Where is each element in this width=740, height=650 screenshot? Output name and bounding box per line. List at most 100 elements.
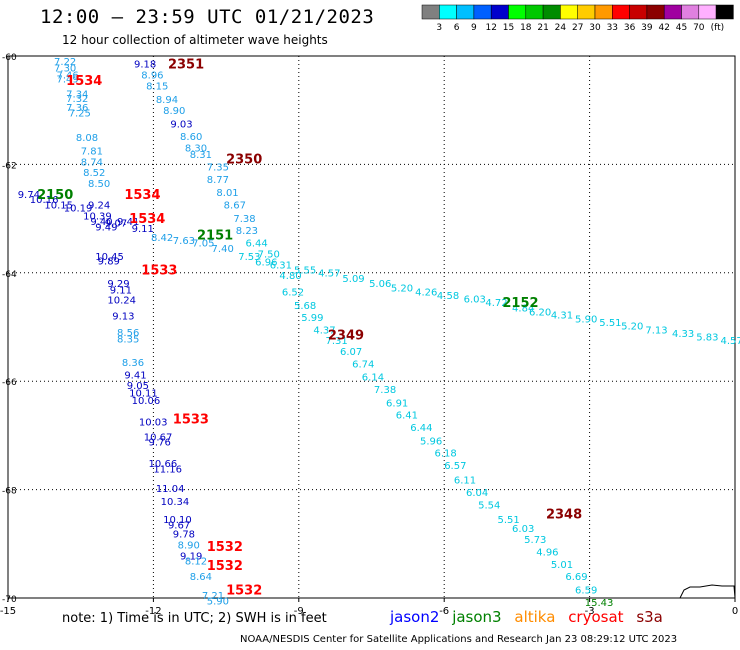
page-title: 12:00 — 23:59 UTC 01/21/2023 (40, 6, 375, 28)
legend-bin-label: 30 (589, 23, 601, 33)
legend-color-bin (439, 4, 457, 20)
legend-bin-label: 70 (693, 23, 705, 33)
wave-height-value: 10.06 (132, 396, 161, 407)
wave-height-value: 5.90 (575, 314, 597, 325)
wave-height-value: 5.20 (621, 321, 643, 332)
legend-bin-label: 9 (471, 23, 477, 33)
wave-height-value: 5.73 (524, 535, 546, 546)
wave-height-value: 9.29 (107, 279, 129, 290)
lon-tick-label: -15 (0, 606, 16, 617)
legend-bin-label: 33 (607, 23, 618, 33)
wave-height-value: 7.30 (54, 64, 76, 75)
wave-height-value: 8.42 (151, 233, 173, 244)
wave-height-value: 8.31 (190, 150, 212, 161)
legend-color-bin (663, 4, 682, 20)
wave-height-value: 5.68 (294, 301, 316, 312)
wave-height-value: 8.67 (224, 201, 246, 212)
wave-height-value: 5.96 (420, 436, 442, 447)
wave-height-value: 6.20 (529, 307, 551, 318)
legend-color-bin (421, 4, 440, 20)
legend-altika: altika (514, 608, 556, 626)
legend-color-bin (542, 4, 561, 20)
wave-height-value: 6.18 (435, 448, 457, 459)
wave-height-value: 9.11 (132, 224, 154, 235)
wave-height-value: 4.80 (279, 271, 301, 282)
wave-height-value: 8.52 (83, 168, 105, 179)
wave-height-value: 5.99 (301, 313, 323, 324)
legend-jason3: jason3 (452, 608, 502, 626)
legend-color-bin (681, 4, 700, 20)
pass-time-label: 2350 (226, 153, 262, 168)
wave-height-value: 10.34 (161, 497, 190, 508)
pass-time-label: 1533 (173, 413, 209, 428)
wave-height-value: 7.34 (66, 90, 88, 101)
legend-bin-label: 18 (520, 23, 532, 33)
wave-height-value: 7.40 (212, 244, 234, 255)
wave-height-value: 7.31 (325, 336, 347, 347)
wave-height-value: 7.35 (207, 163, 229, 174)
wave-height-value: 6.96 (255, 258, 277, 269)
wave-height-value: 7.25 (69, 108, 91, 119)
legend-color-bin (577, 4, 596, 20)
lat-tick-label: -64 (2, 270, 17, 280)
wave-height-value: 9.67 (168, 520, 190, 531)
wave-height-value: 4.26 (415, 287, 437, 298)
wave-height-value: 10.67 (144, 433, 173, 444)
wave-height-value: 5.20 (391, 284, 413, 295)
legend-color-bin (490, 4, 509, 20)
pass-time-label: 2348 (546, 508, 582, 523)
wave-height-value: 8.01 (216, 188, 238, 199)
wave-height-value: 10.24 (107, 295, 136, 306)
wave-height-value: 5.51 (498, 515, 520, 526)
lon-tick-label: 0 (732, 606, 738, 617)
map-axes: -15 -12 -9 -6 -3 0 -60 -62 -64 -66 -68 -70 (0, 53, 738, 617)
wave-height-value: 7.21 (202, 591, 224, 602)
wave-height-value: 6.14 (362, 372, 384, 383)
legend-color-bin (612, 4, 630, 20)
legend-cryosat: cryosat (568, 608, 624, 626)
wave-height-value: 6.57 (444, 461, 466, 472)
wave-height-value: 6.41 (396, 410, 418, 421)
wave-height-value: 10.15 (44, 201, 73, 212)
legend-bin-label: 36 (624, 23, 636, 33)
wave-height-value: 9.13 (112, 312, 134, 323)
lat-tick-label: -66 (2, 378, 17, 388)
wave-height-value: 4.58 (437, 291, 459, 302)
wave-height-value: 10.39 (83, 211, 112, 222)
wave-height-value: 9.24 (88, 201, 110, 212)
wave-height-value: 5.51 (599, 318, 621, 329)
wave-height-value: 9.18 (134, 60, 156, 71)
wave-height-value: 6.74 (352, 359, 374, 370)
wave-height-value: 6.69 (565, 572, 587, 583)
legend-color-bin (473, 4, 492, 20)
lat-tick-label: -60 (2, 53, 17, 63)
wave-height-value: 5.55 (294, 266, 316, 277)
wave-height-value: 4.72 (485, 298, 507, 309)
wave-height-value: 6.11 (454, 475, 476, 486)
legend-color-bin (525, 4, 544, 20)
legend-color-bin (629, 4, 648, 20)
legend-bin-label: 27 (572, 23, 583, 33)
pass-time-label: 2152 (502, 296, 538, 311)
wave-height-value: 9.40 (90, 217, 112, 228)
wave-height-value: 9.74 (18, 190, 40, 201)
wave-height-value: 8.94 (156, 95, 178, 106)
wave-height-value: 9.76 (149, 437, 171, 448)
legend-color-bin (456, 4, 475, 20)
wave-height-value: 4.57 (720, 336, 740, 347)
pass-time-label: 1534 (124, 188, 160, 203)
wave-height-value: 7.13 (645, 325, 667, 336)
wave-height-value: 8.56 (117, 328, 139, 339)
wave-height-value: 9.49 (95, 222, 117, 233)
legend-bin-label: 6 (454, 23, 460, 33)
wave-height-value: 6.07 (340, 347, 362, 358)
wave-height-value: 10.45 (95, 252, 124, 263)
map-frame (7, 55, 736, 599)
wave-height-value: 10.16 (30, 195, 59, 206)
legend-units: (ft) (711, 23, 725, 33)
wave-height-value: 9.41 (124, 370, 146, 381)
legend-color-bin (646, 4, 665, 20)
legend-bin-label: 12 (485, 23, 496, 33)
wave-height-value: 8.12 (185, 557, 207, 568)
legend-bin-label: 24 (555, 23, 567, 33)
